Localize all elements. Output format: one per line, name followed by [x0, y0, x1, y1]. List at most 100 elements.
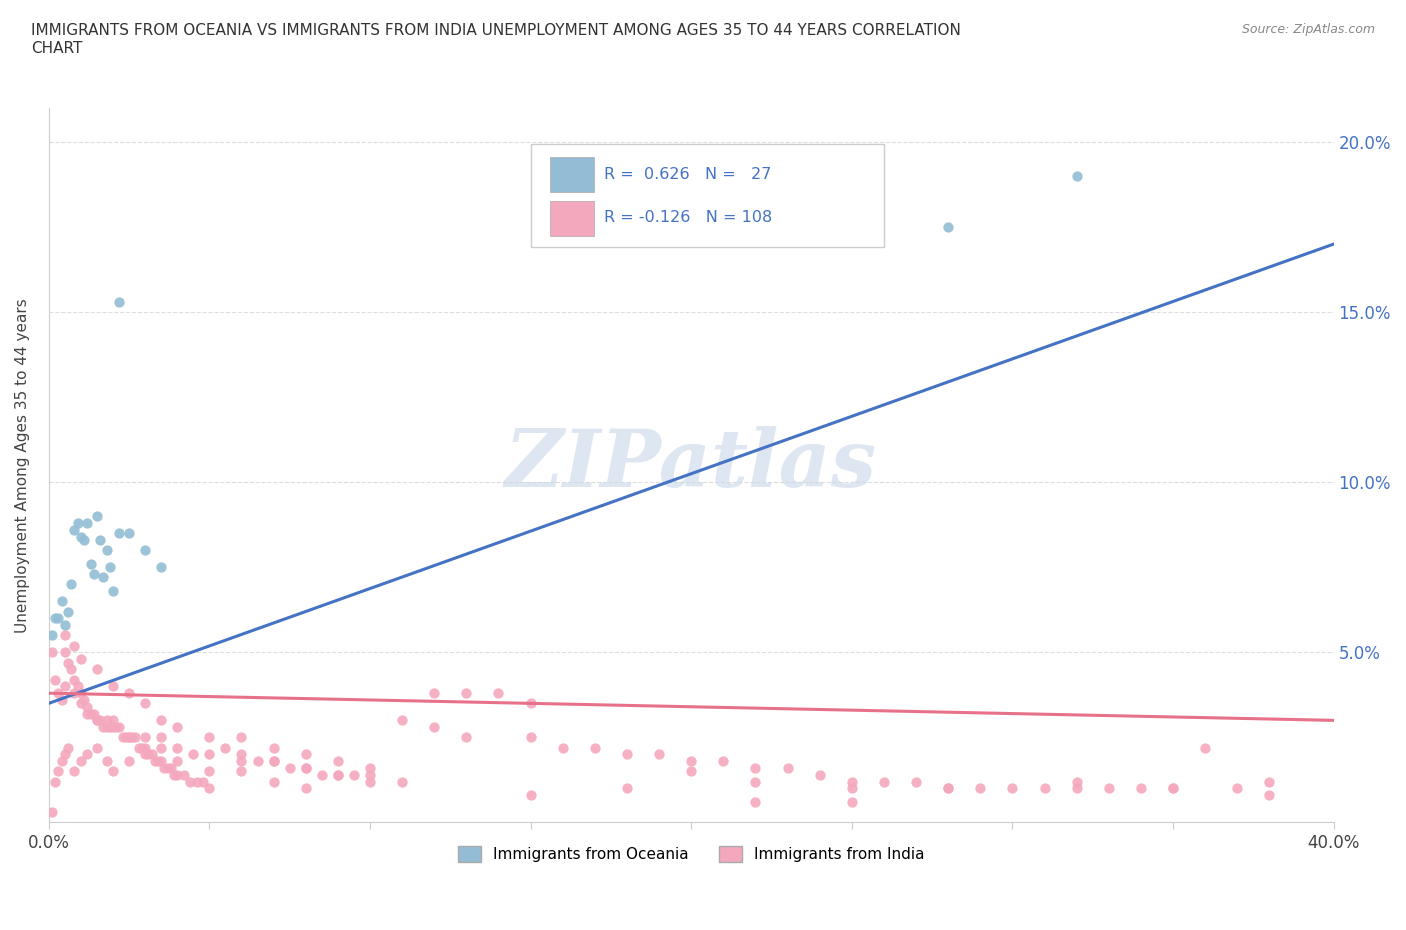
Point	[53, 644, 76, 659]
Point	[181, 747, 204, 762]
Point	[936, 219, 959, 234]
Point	[744, 794, 766, 809]
Point	[48, 611, 70, 626]
Point	[173, 767, 195, 782]
Point	[905, 774, 928, 789]
Point	[1226, 781, 1249, 796]
Point	[263, 740, 285, 755]
Point	[96, 753, 118, 768]
Point	[166, 767, 188, 782]
Point	[263, 774, 285, 789]
FancyBboxPatch shape	[550, 157, 593, 193]
Point	[1129, 781, 1152, 796]
Point	[115, 730, 138, 745]
Point	[456, 730, 478, 745]
Point	[231, 753, 253, 768]
Point	[86, 713, 108, 728]
Point	[56, 655, 79, 670]
Point	[359, 767, 381, 782]
Point	[456, 685, 478, 700]
Point	[294, 781, 316, 796]
Point	[101, 679, 124, 694]
Point	[60, 577, 83, 591]
Point	[150, 713, 173, 728]
Point	[1194, 740, 1216, 755]
FancyBboxPatch shape	[530, 144, 884, 247]
Point	[63, 672, 86, 687]
Point	[166, 753, 188, 768]
Point	[89, 533, 111, 548]
Point	[231, 747, 253, 762]
Point	[156, 761, 179, 776]
Point	[131, 740, 153, 755]
Point	[83, 566, 105, 581]
Point	[969, 781, 991, 796]
Point	[93, 720, 115, 735]
FancyBboxPatch shape	[550, 201, 593, 235]
Point	[214, 740, 236, 755]
Point	[96, 543, 118, 558]
Point	[1258, 788, 1281, 803]
Point	[166, 740, 188, 755]
Point	[681, 764, 703, 778]
Point	[648, 747, 671, 762]
Point	[41, 644, 63, 659]
Point	[51, 594, 73, 609]
Point	[294, 747, 316, 762]
Point	[326, 767, 349, 782]
Point	[53, 747, 76, 762]
Point	[143, 753, 166, 768]
Point	[150, 740, 173, 755]
Point	[744, 774, 766, 789]
Point	[134, 543, 156, 558]
Point	[311, 767, 333, 782]
Point	[66, 515, 89, 530]
Point	[108, 295, 131, 310]
Point	[73, 693, 96, 708]
Point	[231, 730, 253, 745]
Point	[1033, 781, 1056, 796]
Point	[44, 672, 66, 687]
Point	[294, 761, 316, 776]
Point	[118, 730, 141, 745]
Point	[1161, 781, 1184, 796]
Point	[198, 781, 221, 796]
Point	[841, 781, 863, 796]
Point	[118, 753, 141, 768]
Text: IMMIGRANTS FROM OCEANIA VS IMMIGRANTS FROM INDIA UNEMPLOYMENT AMONG AGES 35 TO 4: IMMIGRANTS FROM OCEANIA VS IMMIGRANTS FR…	[31, 23, 960, 56]
Point	[134, 747, 156, 762]
Point	[73, 533, 96, 548]
Point	[936, 781, 959, 796]
Point	[76, 747, 98, 762]
Point	[146, 753, 169, 768]
Point	[63, 523, 86, 538]
Point	[63, 638, 86, 653]
Point	[841, 774, 863, 789]
Point	[101, 764, 124, 778]
Point	[60, 662, 83, 677]
Point	[1098, 781, 1121, 796]
Y-axis label: Unemployment Among Ages 35 to 44 years: Unemployment Among Ages 35 to 44 years	[15, 298, 30, 632]
Point	[86, 713, 108, 728]
Point	[519, 788, 541, 803]
Point	[66, 679, 89, 694]
Point	[294, 761, 316, 776]
Point	[108, 525, 131, 540]
Point	[96, 713, 118, 728]
Point	[150, 730, 173, 745]
Point	[263, 753, 285, 768]
Point	[519, 730, 541, 745]
Point	[583, 740, 606, 755]
Point	[79, 556, 101, 571]
Text: R = -0.126   N = 108: R = -0.126 N = 108	[603, 210, 772, 225]
Point	[744, 761, 766, 776]
Point	[136, 747, 159, 762]
Point	[159, 761, 181, 776]
Point	[63, 764, 86, 778]
Point	[86, 509, 108, 524]
Point	[246, 753, 269, 768]
Point	[150, 753, 173, 768]
Point	[391, 774, 413, 789]
Point	[118, 685, 141, 700]
Point	[89, 713, 111, 728]
